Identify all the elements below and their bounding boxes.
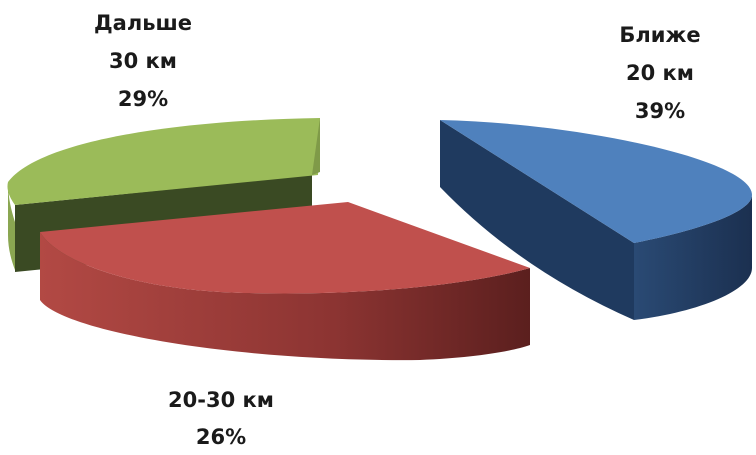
label-20-30: 20-30 км 26% — [168, 388, 274, 449]
label-blizhe-line1: Ближе — [619, 23, 700, 47]
label-dalshe-line1: Дальше — [94, 11, 192, 35]
pie-slice-20-30-side — [40, 232, 530, 361]
label-20-30-percent: 26% — [196, 425, 246, 449]
pie-slice-dalshe-edge — [312, 118, 320, 175]
pie-slice-dalshe-top — [7, 118, 321, 205]
label-dalshe-line2: 30 км — [109, 49, 177, 73]
pie-slice-20-30 — [40, 202, 530, 361]
pie-slice-dalshe-rim — [8, 180, 15, 270]
label-dalshe: Дальше 30 км 29% — [94, 11, 192, 111]
pie-slice-20-30-top — [40, 202, 530, 294]
label-blizhe: Ближе 20 км 39% — [619, 23, 700, 123]
label-20-30-line2: 20-30 км — [168, 388, 274, 412]
label-blizhe-percent: 39% — [635, 99, 685, 123]
pie-slice-blizhe-top — [440, 120, 752, 243]
pie-slice-blizhe — [440, 120, 752, 320]
pie-slice-blizhe-rim — [634, 195, 752, 320]
label-blizhe-line2: 20 км — [626, 61, 694, 85]
pie-slice-blizhe-side — [440, 120, 634, 320]
label-dalshe-percent: 29% — [118, 87, 168, 111]
